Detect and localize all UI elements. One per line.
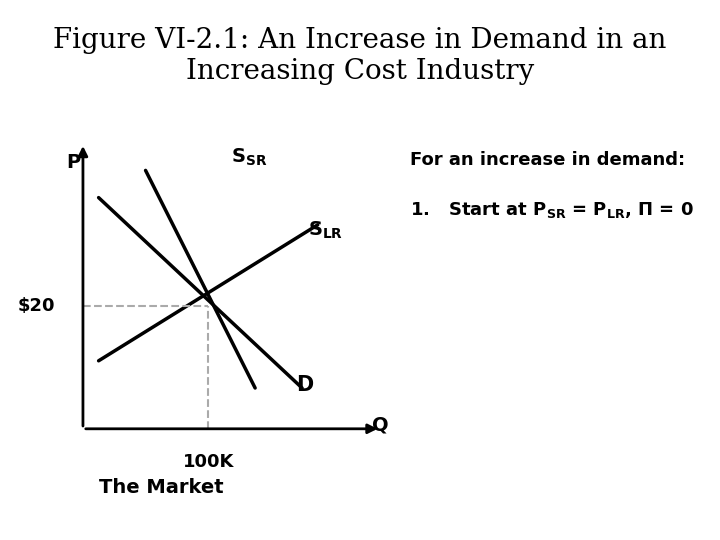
Text: 100K: 100K [182,453,234,471]
Text: For an increase in demand:: For an increase in demand: [410,151,685,169]
Text: $20: $20 [17,298,55,315]
Text: 1.   Start at $\mathbf{P_{SR}}$ = $\mathbf{P_{LR}}$, $\mathbf{\Pi}$ = 0: 1. Start at $\mathbf{P_{SR}}$ = $\mathbf… [410,200,694,220]
Text: P: P [66,153,81,172]
Text: $\mathbf{S_{SR}}$: $\mathbf{S_{SR}}$ [230,146,267,168]
Text: Figure VI-2.1: An Increase in Demand in an
Increasing Cost Industry: Figure VI-2.1: An Increase in Demand in … [53,27,667,85]
Text: $\mathbf{D}$: $\mathbf{D}$ [296,375,314,395]
Text: $\mathbf{S_{LR}}$: $\mathbf{S_{LR}}$ [308,220,343,241]
Text: Q: Q [372,415,389,434]
Text: The Market: The Market [99,478,223,497]
